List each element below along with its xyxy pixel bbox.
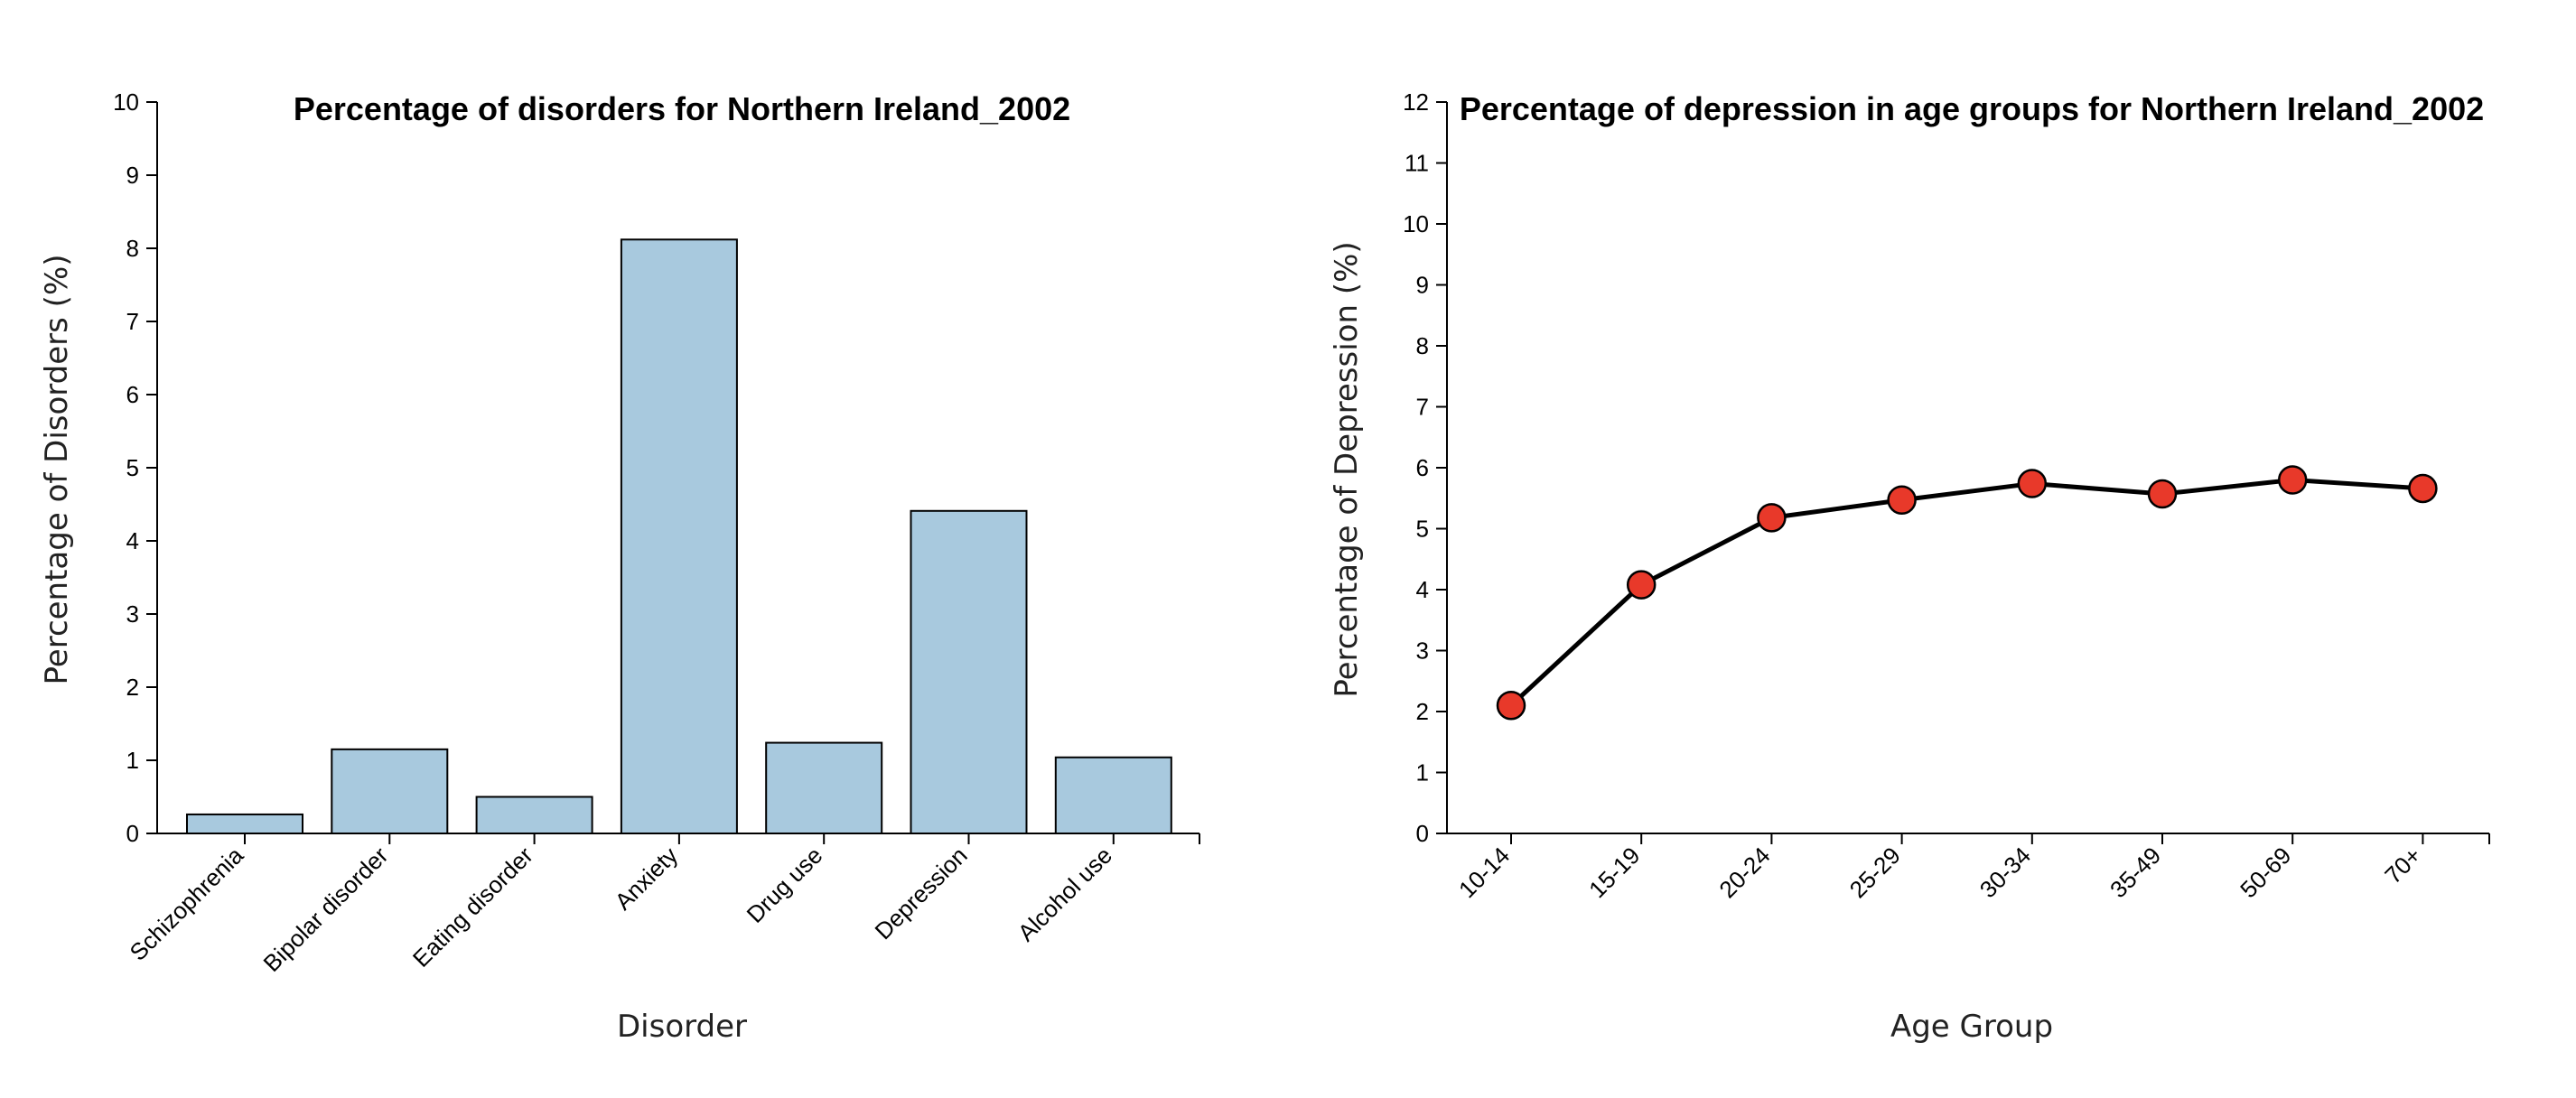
y-tick-label: 2 — [1416, 698, 1429, 725]
data-point — [2408, 473, 2438, 504]
x-tick-label: 50-69 — [2235, 842, 2296, 903]
bar — [331, 748, 449, 834]
y-tick-label: 10 — [1403, 210, 1429, 237]
y-tick-label: 8 — [126, 235, 139, 262]
data-point — [1887, 485, 1917, 516]
line-chart-x-axis-label: Age Group — [1890, 1009, 2053, 1045]
data-point — [1757, 503, 1787, 533]
x-tick-label: Alcohol use — [1013, 842, 1117, 946]
y-tick-label: 0 — [1416, 820, 1429, 847]
bar — [1054, 756, 1172, 835]
line-chart-x-axis: 10-14 15-19 20-24 25-29 30-34 35-49 50-69 70+ — [1447, 833, 2490, 903]
y-tick-label: 6 — [126, 381, 139, 408]
bar — [765, 741, 883, 834]
y-tick-label: 9 — [1416, 272, 1429, 299]
x-tick-label: 20-24 — [1713, 842, 1775, 903]
y-tick-label: 4 — [1416, 576, 1429, 603]
y-tick-label: 11 — [1405, 150, 1429, 177]
x-tick-label: Drug use — [742, 842, 828, 928]
line-chart-title: Percentage of depression in age groups f… — [1460, 90, 2484, 127]
x-tick-label: Eating disorder — [407, 842, 538, 972]
y-tick-label: 1 — [1416, 759, 1429, 786]
x-tick-label: 70+ — [2379, 842, 2426, 889]
bar-chart-x-axis-label: Disorder — [617, 1009, 747, 1045]
y-tick-label: 8 — [1416, 332, 1429, 359]
data-point — [1496, 691, 1526, 721]
y-tick-label: 5 — [1416, 516, 1429, 543]
y-tick-label: 10 — [113, 88, 139, 116]
data-point — [2147, 479, 2178, 509]
bar — [620, 238, 738, 834]
data-point — [1626, 570, 1657, 600]
x-tick-label: Schizophrenia — [125, 842, 249, 966]
y-tick-label: 2 — [126, 674, 139, 701]
bar-chart-y-axis: 0 1 2 3 4 5 6 7 8 9 10 — [113, 88, 158, 847]
x-tick-label: 15-19 — [1583, 842, 1645, 903]
bar — [910, 509, 1028, 834]
y-tick-label: 9 — [126, 162, 139, 189]
y-tick-label: 5 — [126, 454, 139, 481]
bar — [475, 796, 593, 834]
bar-chart-x-axis: Schizophrenia Bipolar disorder Eating diso… — [125, 833, 1200, 977]
y-tick-label: 1 — [126, 747, 139, 774]
bar-chart: Percentage of disorders for Northern Ire… — [39, 88, 1200, 1045]
y-tick-label: 7 — [1416, 394, 1429, 421]
x-tick-label: 35-49 — [2105, 842, 2166, 903]
y-tick-label: 12 — [1403, 88, 1429, 116]
line-chart-y-axis-label: Percentage of Depression (%) — [1329, 241, 1365, 697]
x-tick-label: Bipolar disorder — [258, 842, 394, 977]
x-tick-label: Anxiety — [610, 842, 684, 916]
x-tick-label: 30-34 — [1974, 842, 2036, 903]
line-chart-series — [1496, 465, 2438, 721]
y-tick-label: 4 — [126, 527, 139, 554]
y-tick-label: 6 — [1416, 454, 1429, 481]
series-line — [1508, 478, 2425, 708]
data-point — [2017, 469, 2048, 498]
y-tick-label: 3 — [1416, 637, 1429, 665]
bar-chart-title: Percentage of disorders for Northern Ire… — [294, 90, 1070, 127]
bar — [186, 813, 303, 835]
data-point — [2277, 465, 2308, 495]
x-tick-label: 25-29 — [1844, 842, 1906, 903]
line-chart: Percentage of depression in age groups f… — [1329, 88, 2490, 1045]
x-tick-label: 10-14 — [1453, 842, 1515, 903]
x-tick-label: Depression — [870, 842, 973, 944]
bar-chart-bars — [186, 238, 1172, 835]
y-tick-label: 3 — [126, 600, 139, 628]
y-tick-label: 7 — [126, 308, 139, 335]
bar-chart-y-axis-label: Percentage of Disorders (%) — [39, 254, 75, 684]
y-tick-label: 0 — [126, 820, 139, 847]
